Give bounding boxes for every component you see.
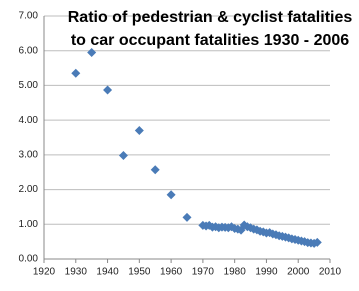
point (182, 212, 192, 222)
y-tick-label: 4.00 (19, 115, 39, 126)
x-tick-label: 1970 (192, 267, 215, 278)
x-tick-label: 2000 (287, 267, 310, 278)
y-tick-label: 0.00 (19, 254, 39, 265)
point (71, 68, 81, 78)
y-tick-label: 3.00 (19, 149, 39, 160)
point (87, 47, 97, 57)
x-tick-label: 1980 (224, 267, 247, 278)
x-tick-label: 1930 (65, 267, 88, 278)
y-tick-label: 2.00 (19, 184, 39, 195)
chart-title: Ratio of pedestrian & cyclist fatalities (68, 9, 353, 26)
x-tick-label: 1960 (160, 267, 183, 278)
point (312, 237, 322, 247)
x-tick-label: 2010 (319, 267, 342, 278)
y-tick-label: 6.00 (19, 45, 39, 56)
point (166, 190, 176, 200)
y-tick-label: 1.00 (19, 219, 39, 230)
x-tick-label: 1950 (128, 267, 151, 278)
y-tick-label: 5.00 (19, 80, 39, 91)
point (150, 165, 160, 175)
point (134, 126, 144, 136)
x-tick-label: 1990 (255, 267, 278, 278)
x-tick-label: 1920 (33, 267, 56, 278)
point (118, 151, 128, 161)
x-tick-label: 1940 (96, 267, 119, 278)
y-tick-label: 7.00 (19, 11, 39, 22)
point (103, 85, 113, 95)
chart-title: to car occupant fatalities 1930 - 2006 (71, 32, 349, 49)
